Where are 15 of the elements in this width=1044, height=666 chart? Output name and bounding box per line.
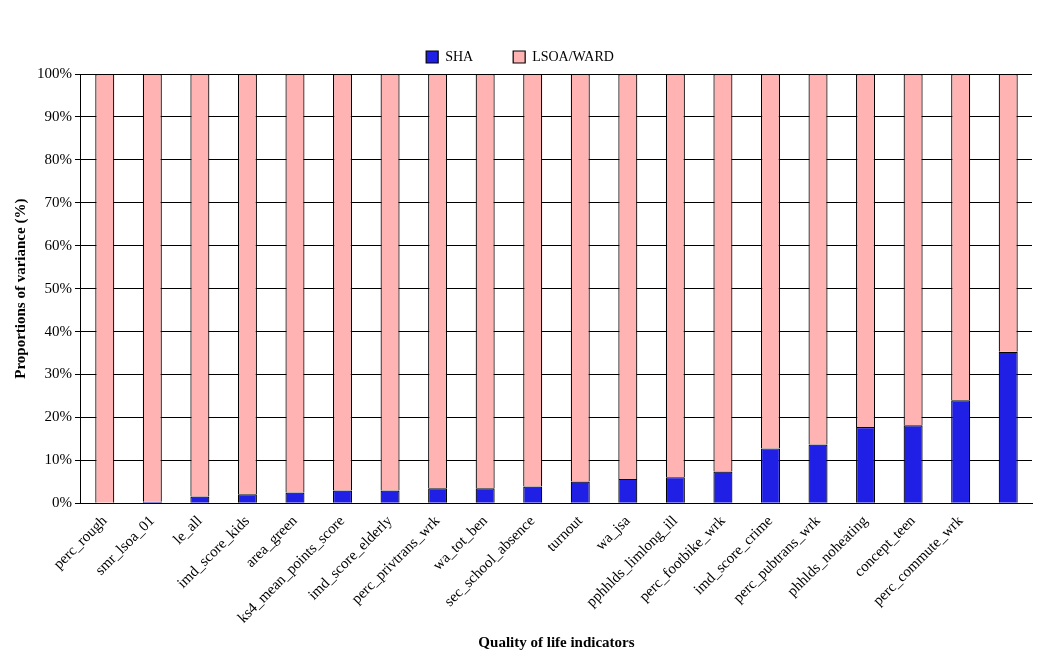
- y-axis-title: Proportions of variance (%): [11, 198, 29, 379]
- y-tick-label: 40%: [44, 322, 72, 339]
- y-tick-label: 100%: [37, 64, 72, 81]
- y-tick-label: 60%: [44, 236, 72, 253]
- y-tick-label: 80%: [44, 150, 72, 167]
- y-tick-label: 20%: [44, 408, 72, 425]
- legend-label: LSOA/WARD: [532, 48, 614, 64]
- y-tick-label: 30%: [44, 365, 72, 382]
- y-tick-label: 70%: [44, 193, 72, 210]
- y-tick-label: 10%: [44, 451, 72, 468]
- y-tick-label: 90%: [44, 107, 72, 124]
- x-axis-title: Quality of life indicators: [478, 633, 635, 650]
- y-tick-label: 50%: [44, 279, 72, 296]
- legend-label: SHA: [445, 48, 475, 64]
- y-tick-label: 0%: [52, 494, 72, 511]
